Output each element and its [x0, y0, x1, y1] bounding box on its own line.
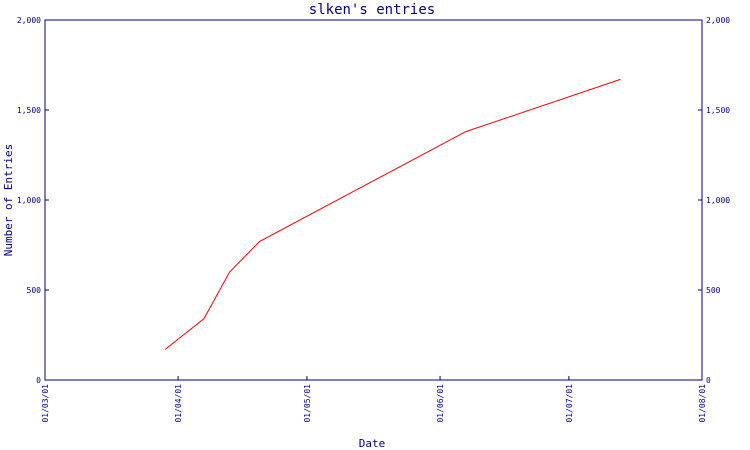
x-axis: 01/03/01 01/04/01 01/05/01 01/06/01 01/07/01… — [41, 376, 707, 423]
x-tick-label: 01/04/01 — [174, 384, 183, 423]
x-tick-label: 01/06/01 — [436, 384, 445, 423]
y-axis-right: 0 500 1,000 1,500 2,000 — [698, 16, 730, 385]
plot-frame — [44, 19, 703, 381]
x-tick-label: 01/08/01 — [698, 384, 707, 423]
x-tick-label: 01/07/01 — [565, 384, 574, 423]
y-axis-label: Number of Entries — [2, 144, 15, 257]
y-tick-label-right: 1,500 — [706, 106, 730, 115]
x-tick-label: 01/05/01 — [303, 384, 312, 423]
y-tick-label-right: 1,000 — [706, 196, 730, 205]
y-tick-label-right: 2,000 — [706, 16, 730, 25]
y-axis-left: 0 500 1,000 1,500 2,000 — [17, 16, 49, 385]
y-tick-label-left: 500 — [27, 286, 42, 295]
chart-title: slken's entries — [309, 2, 435, 18]
y-tick-label-left: 1,500 — [17, 106, 41, 115]
x-tick-label: 01/03/01 — [41, 384, 50, 423]
x-axis-label: Date — [359, 437, 386, 450]
y-tick-label-right: 0 — [706, 376, 711, 385]
series-group — [164, 78, 621, 350]
y-tick-label-left: 2,000 — [17, 16, 41, 25]
y-tick-label-left: 0 — [36, 376, 41, 385]
y-tick-label-left: 1,000 — [17, 196, 41, 205]
y-tick-label-right: 500 — [706, 286, 721, 295]
series-line — [164, 78, 621, 350]
